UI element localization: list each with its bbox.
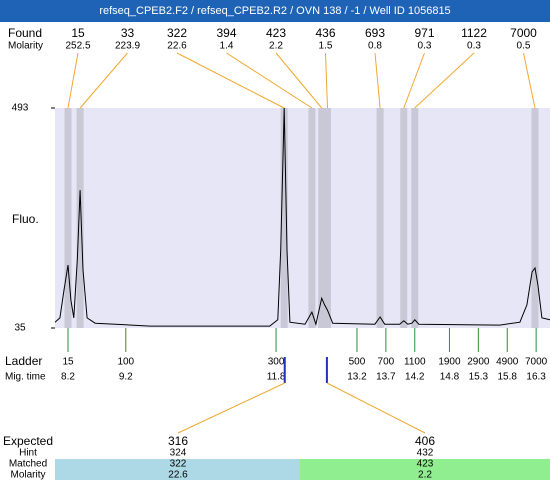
found-molarity: 0.8: [368, 41, 382, 52]
peak-band: [531, 108, 539, 328]
ladder-mig-time: 13.7: [376, 372, 396, 383]
ladder-mig-time: 14.8: [440, 372, 460, 383]
y-axis-label: Fluo.: [12, 212, 39, 226]
ladder-mig-time: 11.8: [267, 372, 286, 383]
ladder-mig-time: 13.2: [347, 372, 367, 383]
ladder-label: Ladder: [5, 354, 42, 368]
peak-link: [325, 52, 328, 109]
found-size: 394: [216, 26, 236, 40]
expected-link: [177, 382, 285, 434]
ladder-mig-time: 14.2: [405, 372, 425, 383]
ladder-mig-time: 8.2: [61, 372, 75, 383]
found-molarity: 22.6: [167, 41, 187, 52]
found-size: 15: [71, 26, 85, 40]
found-size: 33: [121, 26, 135, 40]
peak-link: [523, 52, 536, 109]
found-molarity-label: Molarity: [8, 41, 43, 52]
y-tick-label: 35: [14, 323, 26, 334]
found-molarity: 223.9: [115, 41, 140, 52]
peak-link: [374, 52, 381, 109]
ladder-size: 1100: [404, 357, 426, 368]
found-molarity: 252.5: [65, 41, 90, 52]
found-molarity: 0.3: [467, 41, 481, 52]
peak-band: [376, 108, 384, 328]
ladder-size: 300: [268, 357, 285, 368]
peak-band: [318, 108, 326, 328]
matched-cell-1: [55, 459, 300, 480]
ladder-mig-time: 15.3: [469, 372, 489, 383]
ladder-size: 500: [349, 357, 366, 368]
fluorescence-trace: [54, 107, 550, 327]
matched-cell-2: [300, 459, 550, 480]
ladder-size: 7000: [525, 357, 548, 368]
peak-link: [79, 52, 128, 109]
ladder-size: 2900: [467, 357, 490, 368]
peak-band: [308, 108, 316, 328]
y-tick-label: 493: [12, 103, 29, 114]
peak-band: [64, 108, 72, 328]
found-molarity: 2.2: [269, 41, 283, 52]
peak-band: [280, 108, 288, 328]
matched-molarity: 2.2: [418, 470, 432, 480]
ladder-mig-time: 15.8: [497, 372, 517, 383]
matched-label: Matched: [9, 459, 47, 470]
peak-link: [226, 52, 313, 109]
found-molarity: 0.3: [418, 41, 432, 52]
expected-size: 406: [415, 434, 435, 448]
found-size: 971: [414, 26, 434, 40]
peak-link: [403, 52, 425, 109]
peak-band: [400, 108, 408, 328]
peak-link: [176, 52, 285, 109]
found-size: 693: [365, 26, 385, 40]
title: refseq_CPEB2.F2 / refseq_CPEB2.R2 / OVN …: [99, 5, 450, 17]
matched-size: 423: [417, 459, 434, 470]
peak-link: [67, 52, 79, 109]
ladder-mig-time: 9.2: [119, 372, 133, 383]
hint-size: 324: [170, 448, 187, 459]
expected-link: [326, 382, 426, 434]
ladder-size: 700: [378, 357, 395, 368]
molarity-label: Molarity: [10, 470, 45, 480]
peak-band: [411, 108, 419, 328]
expected-label: Expected: [3, 434, 53, 448]
hint-size: 432: [417, 448, 434, 459]
matched-molarity: 22.6: [168, 470, 188, 480]
plot-area: [55, 108, 550, 328]
found-size: 423: [266, 26, 286, 40]
found-size: 7000: [510, 26, 537, 40]
ladder-size: 1900: [438, 357, 461, 368]
hint-label: Hint: [19, 448, 37, 459]
peak-band: [76, 108, 84, 328]
peak-link: [275, 52, 323, 109]
found-size: 322: [167, 26, 187, 40]
found-size: 436: [315, 26, 335, 40]
ladder-size: 15: [62, 357, 74, 368]
title-bar: [0, 0, 550, 22]
peak-link: [414, 52, 475, 109]
found-label: Found: [8, 26, 42, 40]
found-size: 1122: [461, 26, 487, 40]
found-molarity: 1.4: [220, 41, 234, 52]
found-molarity: 1.5: [319, 41, 333, 52]
ladder-size: 4900: [496, 357, 519, 368]
ladder-mig-time: 16.3: [526, 372, 546, 383]
mig-time-label: Mig. time: [5, 372, 46, 383]
matched-size: 322: [170, 459, 187, 470]
found-molarity: 0.5: [517, 41, 531, 52]
expected-size: 316: [168, 434, 188, 448]
ladder-size: 100: [117, 357, 134, 368]
peak-band: [323, 108, 331, 328]
